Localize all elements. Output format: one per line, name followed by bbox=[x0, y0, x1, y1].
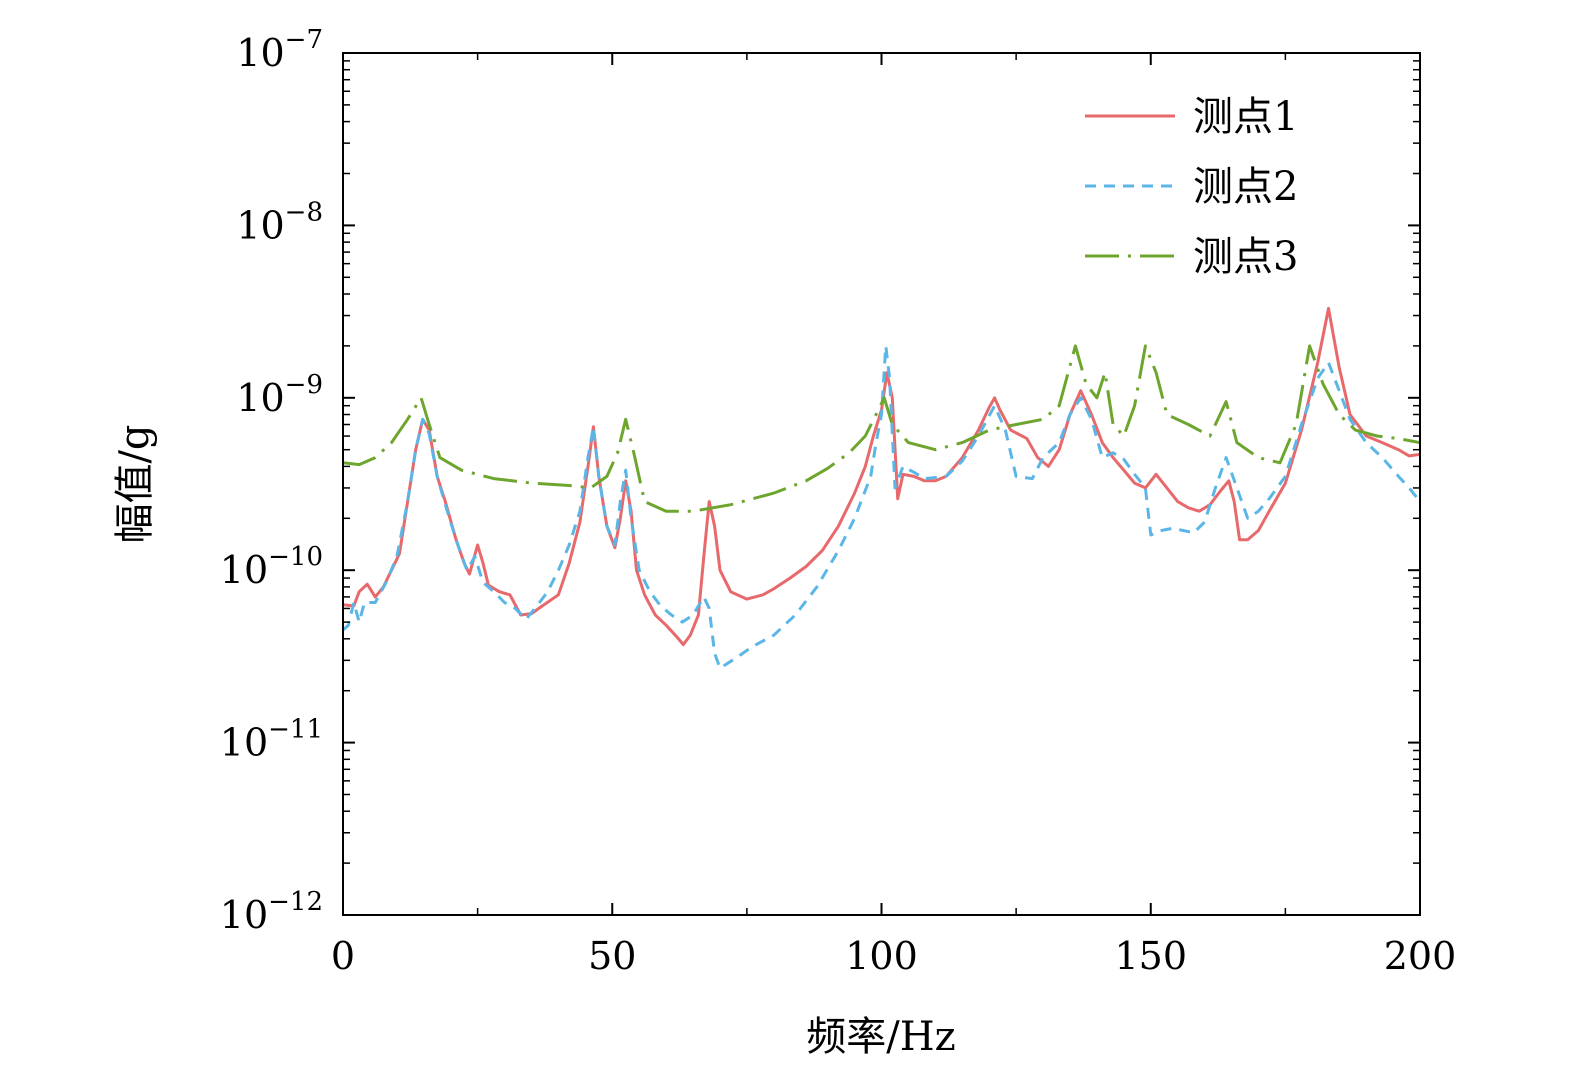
tick-layer bbox=[342, 52, 1421, 916]
series-line-2 bbox=[343, 344, 1420, 670]
x-tick-label: 200 bbox=[1384, 934, 1457, 978]
y-tick-labels: 10−12 10−11 10−10 10−9 10−8 10−7 bbox=[220, 25, 323, 937]
legend: 测点1 测点2 测点3 bbox=[1085, 94, 1298, 280]
y-axis-title: 幅值/g bbox=[112, 424, 158, 543]
y-tick-label: 10−7 bbox=[236, 25, 323, 75]
x-tick-label: 50 bbox=[588, 934, 636, 978]
x-tick-label: 0 bbox=[331, 934, 355, 978]
series-line-3 bbox=[343, 344, 1420, 513]
y-tick-label: 10−9 bbox=[236, 370, 323, 420]
legend-label-1: 测点1 bbox=[1193, 94, 1298, 140]
y-tick-label: 10−8 bbox=[236, 197, 323, 247]
y-tick-label: 10−11 bbox=[220, 715, 323, 765]
x-tick-labels: 0 50 100 150 200 bbox=[331, 934, 1456, 978]
series-line-1 bbox=[343, 306, 1420, 647]
x-tick-label: 100 bbox=[845, 934, 918, 978]
y-tick-label: 10−10 bbox=[220, 542, 323, 592]
x-axis-title: 频率/Hz bbox=[806, 1014, 955, 1060]
legend-label-2: 测点2 bbox=[1193, 164, 1298, 210]
y-tick-label: 10−12 bbox=[220, 887, 323, 937]
legend-label-3: 测点3 bbox=[1193, 234, 1298, 280]
x-tick-label: 150 bbox=[1114, 934, 1187, 978]
series-layer bbox=[343, 306, 1420, 670]
